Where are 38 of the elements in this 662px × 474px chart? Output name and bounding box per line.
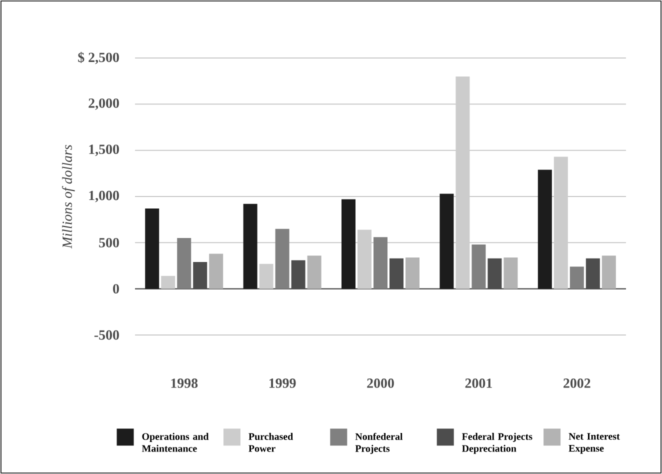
bar (342, 199, 356, 289)
bar (456, 76, 470, 289)
bar (374, 237, 388, 289)
bar (406, 257, 420, 289)
bar (275, 228, 290, 289)
y-tick-label: $ 2,500 (78, 52, 119, 64)
y-tick-label: 1,500 (89, 144, 119, 156)
bar (307, 256, 322, 289)
bar (358, 230, 372, 289)
legend-label: Federal Projects Depreciation (462, 432, 532, 454)
y-tick-label: 500 (99, 238, 119, 248)
legend-label: Purchased Power (248, 432, 294, 452)
x-tick-label: 2000 (367, 378, 394, 388)
bar (209, 254, 224, 289)
bar (161, 276, 176, 289)
x-tick-label: 1998 (171, 378, 198, 388)
y-axis-title: Millions of dollars (62, 145, 75, 249)
bar (472, 244, 486, 289)
y-tick-label: -500 (94, 330, 119, 340)
x-tick-label: 1999 (269, 378, 296, 388)
y-tick-label: 0 (113, 284, 119, 294)
legend-label: Net Interest Expense (568, 433, 620, 454)
bar (554, 156, 568, 289)
bar (243, 204, 258, 289)
legend-label: Operations and Maintenance (142, 432, 209, 452)
legend-label: Nonfederal Projects (355, 432, 403, 454)
bar (504, 257, 518, 289)
bar (145, 208, 160, 289)
bar (259, 264, 274, 289)
bar (602, 256, 616, 289)
bar (570, 266, 584, 289)
bar (440, 194, 454, 289)
x-tick-label: 2002 (564, 378, 590, 388)
bar (177, 238, 192, 289)
bar (538, 170, 552, 289)
y-tick-label: 2,000 (88, 98, 119, 110)
x-tick-label: 2001 (465, 378, 492, 388)
y-tick-label: 1,000 (89, 190, 119, 202)
